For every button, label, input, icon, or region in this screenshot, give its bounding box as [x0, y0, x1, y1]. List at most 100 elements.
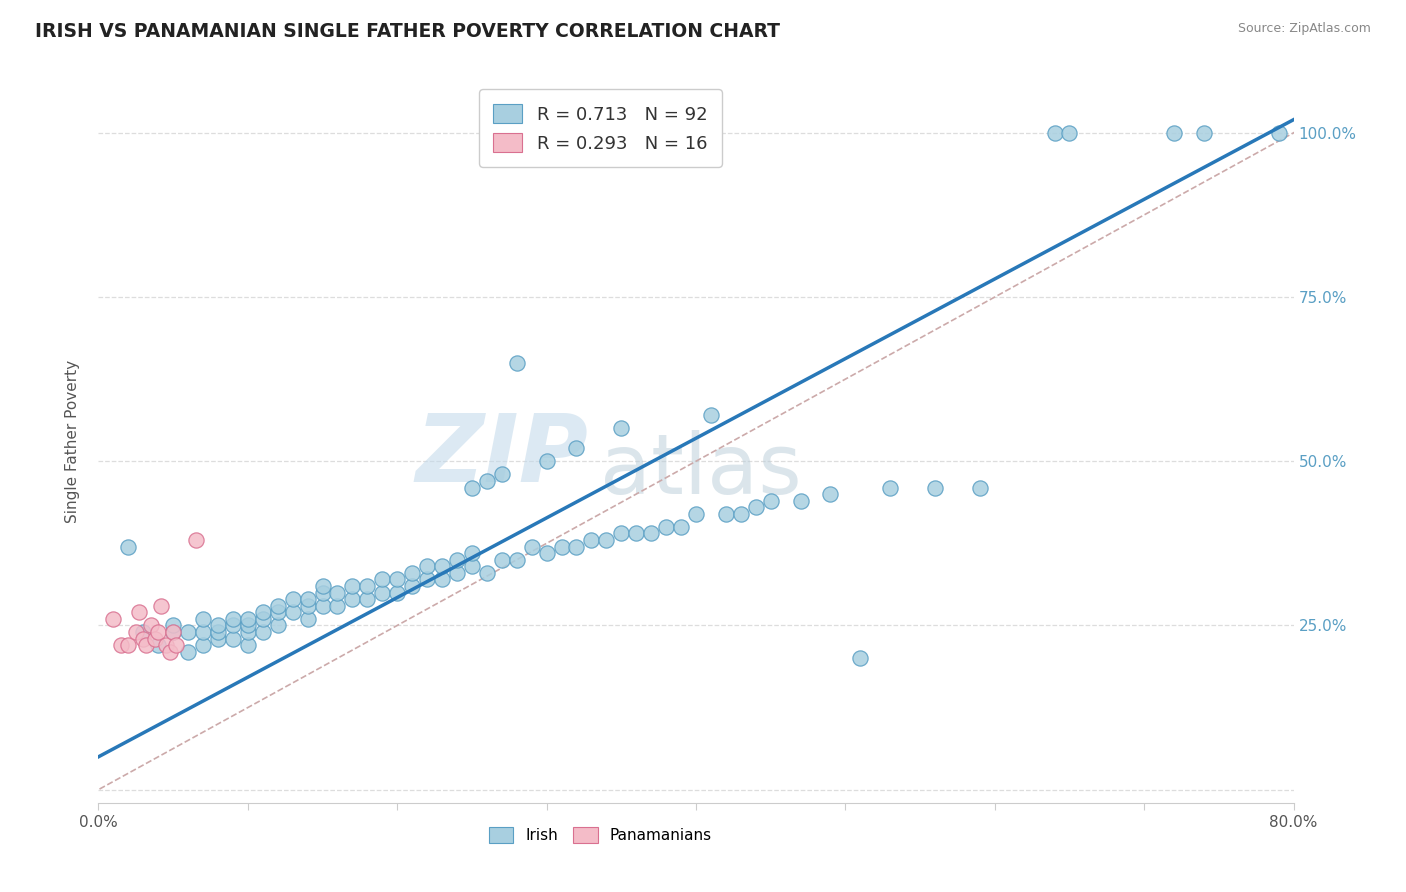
Point	[759, 493, 782, 508]
Point	[311, 599, 333, 613]
Point	[148, 638, 170, 652]
Point	[446, 553, 468, 567]
Point	[491, 467, 513, 482]
Point	[969, 481, 991, 495]
Point	[162, 618, 184, 632]
Point	[820, 487, 842, 501]
Point	[110, 638, 132, 652]
Legend: Irish, Panamanians: Irish, Panamanians	[482, 821, 718, 849]
Point	[461, 481, 484, 495]
Point	[162, 625, 184, 640]
Text: Source: ZipAtlas.com: Source: ZipAtlas.com	[1237, 22, 1371, 36]
Text: IRISH VS PANAMANIAN SINGLE FATHER POVERTY CORRELATION CHART: IRISH VS PANAMANIAN SINGLE FATHER POVERT…	[35, 22, 780, 41]
Point	[177, 625, 200, 640]
Text: ZIP: ZIP	[416, 410, 589, 502]
Point	[132, 632, 155, 646]
Point	[326, 599, 349, 613]
Point	[640, 526, 662, 541]
Point	[356, 592, 378, 607]
Point	[446, 566, 468, 580]
Point	[685, 507, 707, 521]
Point	[342, 579, 364, 593]
Point	[252, 612, 274, 626]
Point	[150, 599, 173, 613]
Point	[236, 618, 259, 632]
Point	[1043, 126, 1066, 140]
Point	[475, 566, 498, 580]
Point	[1192, 126, 1215, 140]
Point	[139, 618, 162, 632]
Point	[1163, 126, 1185, 140]
Point	[236, 638, 259, 652]
Point	[491, 553, 513, 567]
Point	[342, 592, 364, 607]
Point	[236, 625, 259, 640]
Point	[311, 585, 333, 599]
Point	[506, 356, 529, 370]
Point	[430, 559, 453, 574]
Point	[669, 520, 692, 534]
Point	[252, 625, 274, 640]
Point	[401, 579, 423, 593]
Point	[117, 540, 139, 554]
Point	[267, 605, 290, 619]
Point	[191, 612, 214, 626]
Point	[789, 493, 811, 508]
Point	[236, 612, 259, 626]
Point	[297, 599, 319, 613]
Y-axis label: Single Father Poverty: Single Father Poverty	[65, 360, 80, 523]
Point	[135, 638, 157, 652]
Point	[297, 612, 319, 626]
Point	[536, 454, 558, 468]
Point	[371, 573, 394, 587]
Point	[550, 540, 572, 554]
Point	[879, 481, 901, 495]
Point	[103, 612, 125, 626]
Point	[267, 599, 290, 613]
Point	[610, 421, 633, 435]
Point	[461, 546, 484, 560]
Point	[849, 651, 872, 665]
Point	[207, 618, 229, 632]
Point	[191, 638, 214, 652]
Point	[177, 645, 200, 659]
Point	[252, 605, 274, 619]
Point	[581, 533, 603, 547]
Point	[610, 526, 633, 541]
Point	[745, 500, 768, 515]
Point	[207, 632, 229, 646]
Point	[191, 625, 214, 640]
Point	[401, 566, 423, 580]
Point	[155, 638, 177, 652]
Point	[655, 520, 678, 534]
Point	[595, 533, 617, 547]
Point	[385, 585, 409, 599]
Point	[1059, 126, 1081, 140]
Point	[143, 632, 166, 646]
Point	[461, 559, 484, 574]
Text: atlas: atlas	[600, 430, 801, 511]
Point	[184, 533, 207, 547]
Point	[222, 632, 245, 646]
Point	[222, 612, 245, 626]
Point	[267, 618, 290, 632]
Point	[520, 540, 543, 554]
Point	[1267, 126, 1289, 140]
Point	[356, 579, 378, 593]
Point	[165, 638, 187, 652]
Point	[281, 592, 304, 607]
Point	[924, 481, 946, 495]
Point	[207, 625, 229, 640]
Point	[416, 559, 439, 574]
Point	[297, 592, 319, 607]
Point	[475, 474, 498, 488]
Point	[222, 618, 245, 632]
Point	[565, 540, 588, 554]
Point	[626, 526, 648, 541]
Point	[700, 409, 723, 423]
Point	[132, 625, 155, 640]
Point	[714, 507, 737, 521]
Point	[148, 625, 170, 640]
Point	[117, 638, 139, 652]
Point	[536, 546, 558, 560]
